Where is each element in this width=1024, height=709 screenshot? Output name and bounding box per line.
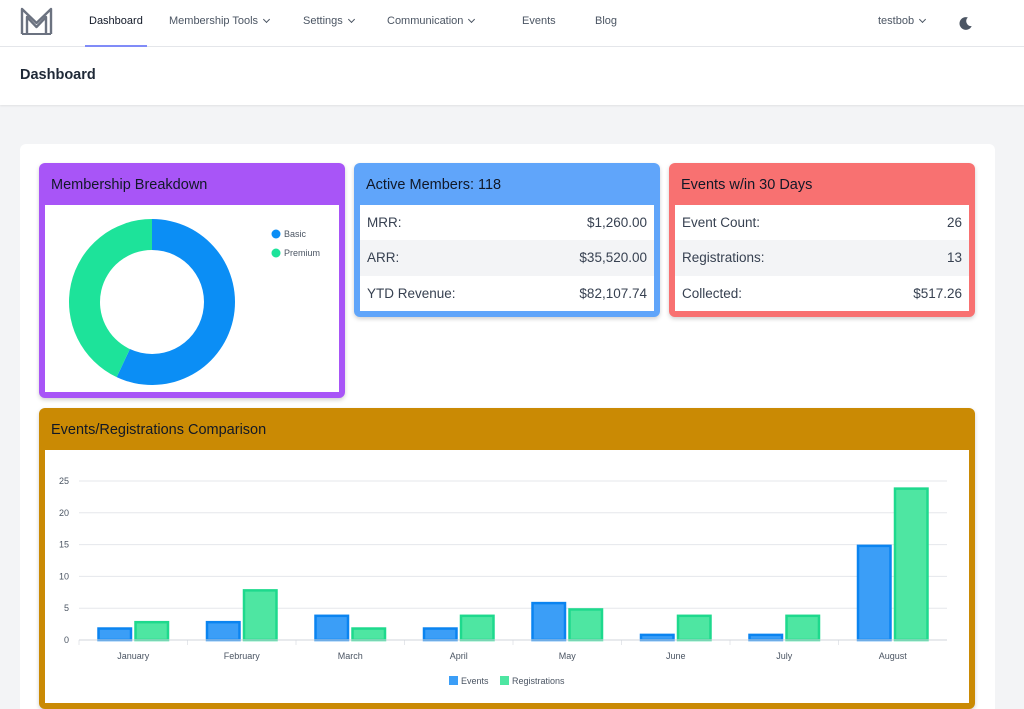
x-tick-label: August — [879, 651, 908, 661]
mrr-value: $1,260.00 — [586, 215, 647, 230]
bar-registrations-july[interactable] — [785, 614, 821, 642]
ytd-revenue-row: YTD Revenue: $82,107.74 — [360, 276, 654, 311]
bar-registrations-august[interactable] — [893, 487, 929, 642]
y-tick-label: 0 — [64, 635, 69, 645]
events-30-days-card: Events w/in 30 Days Event Count: 26 Regi… — [669, 163, 975, 317]
ytd-revenue-label: YTD Revenue: — [367, 285, 456, 301]
bar-registrations-march[interactable] — [351, 627, 387, 642]
nav-settings-label: Settings — [303, 15, 343, 27]
nav-dashboard[interactable]: Dashboard — [85, 0, 147, 47]
registrations-label: Registrations: — [682, 250, 765, 266]
bar-events-january[interactable] — [97, 627, 133, 642]
event-count-row: Event Count: 26 — [675, 205, 969, 240]
x-tick-label: February — [224, 651, 261, 661]
bar-registrations-june[interactable] — [676, 614, 712, 642]
events-registrations-card: Events/Registrations Comparison 0 5 10 15 20… — [39, 408, 975, 709]
legend-premium-label: Premium — [284, 248, 320, 258]
event-count-label: Event Count: — [682, 215, 761, 230]
bar-registrations-january[interactable] — [134, 620, 170, 642]
bar-events-june[interactable] — [639, 633, 675, 642]
arr-label: ARR: — [367, 250, 400, 266]
page-title: Dashboard — [20, 67, 96, 83]
membership-breakdown-title: Membership Breakdown — [51, 177, 208, 193]
user-menu[interactable]: testbob — [878, 0, 927, 47]
nav-dashboard-label: Dashboard — [89, 15, 143, 27]
events-30-days-table: Event Count: 26 Registrations: 13 Collec… — [675, 205, 969, 311]
bar-events-february[interactable] — [205, 620, 241, 642]
registrations-row: Registrations: 13 — [675, 240, 969, 276]
events-registrations-bar-chart: 0 5 10 15 20 25 January February March April May Ju… — [59, 476, 947, 686]
active-members-title: Active Members: 118 — [366, 177, 502, 193]
bar-events-july[interactable] — [748, 633, 784, 642]
bar-events-may[interactable] — [531, 601, 567, 642]
nav-blog[interactable]: Blog — [595, 0, 617, 47]
nav-events-label: Events — [522, 15, 556, 27]
bar-events-august[interactable] — [856, 544, 892, 642]
membership-chart-area: Basic Premium — [45, 205, 339, 392]
chevron-down-icon — [347, 15, 355, 24]
x-tick-label: January — [117, 651, 150, 661]
logo-icon[interactable] — [20, 6, 53, 36]
legend-basic-swatch — [271, 229, 281, 239]
chevron-down-icon — [263, 15, 271, 24]
legend-events-label: Events — [461, 676, 489, 686]
bar-events-april[interactable] — [422, 627, 458, 642]
legend-registrations-label: Registrations — [512, 676, 565, 686]
ytd-revenue-value: $82,107.74 — [579, 285, 647, 301]
top-navbar: Dashboard Membership Tools Settings Comm… — [0, 0, 1024, 47]
y-tick-label: 25 — [59, 476, 69, 486]
x-tick-label: June — [666, 651, 686, 661]
y-tick-label: 20 — [59, 508, 69, 518]
collected-row: Collected: $517.26 — [675, 276, 969, 311]
mrr-row: MRR: $1,260.00 — [360, 205, 654, 240]
membership-breakdown-card: Membership Breakdown Basic Premium — [39, 163, 345, 398]
user-name: testbob — [878, 15, 915, 27]
active-members-card: Active Members: 118 MRR: $1,260.00 ARR: … — [354, 163, 660, 317]
active-underline — [85, 45, 147, 47]
registrations-value: 13 — [946, 250, 962, 266]
chevron-down-icon — [468, 15, 476, 24]
y-tick-label: 10 — [59, 571, 69, 581]
nav-communication-label: Communication — [387, 15, 464, 27]
collected-value: $517.26 — [913, 285, 962, 301]
y-tick-label: 15 — [59, 540, 69, 550]
page-header: Dashboard — [0, 47, 1024, 105]
bar-events-march[interactable] — [314, 614, 350, 642]
mrr-label: MRR: — [367, 215, 402, 230]
nav-settings[interactable]: Settings — [303, 0, 355, 47]
nav-events[interactable]: Events — [522, 0, 556, 47]
comparison-title: Events/Registrations Comparison — [51, 422, 267, 438]
chevron-down-icon — [919, 15, 927, 24]
x-tick-label: April — [450, 651, 468, 661]
events-30-days-title: Events w/in 30 Days — [681, 177, 813, 193]
comparison-chart-area: 0 5 10 15 20 25 January February March April May Ju… — [45, 450, 969, 703]
legend-registrations-swatch — [500, 676, 509, 685]
donut-slice-basic[interactable] — [116, 219, 235, 385]
donut-slice-premium[interactable] — [69, 219, 152, 378]
legend-premium-swatch — [271, 248, 281, 258]
x-tick-label: May — [559, 651, 577, 661]
dark-mode-moon-icon[interactable] — [958, 16, 973, 31]
collected-label: Collected: — [682, 285, 743, 301]
active-members-table: MRR: $1,260.00 ARR: $35,520.00 YTD Reven… — [360, 205, 654, 311]
donut-legend: Basic Premium — [271, 229, 320, 258]
bar-registrations-april[interactable] — [459, 614, 495, 642]
membership-donut-chart: Basic Premium — [69, 219, 320, 385]
x-tick-label: July — [776, 651, 793, 661]
nav-blog-label: Blog — [595, 15, 618, 27]
event-count-value: 26 — [946, 215, 962, 230]
arr-row: ARR: $35,520.00 — [360, 240, 654, 276]
nav-membership-tools[interactable]: Membership Tools — [169, 0, 271, 47]
arr-value: $35,520.00 — [579, 250, 647, 266]
legend-basic-label: Basic — [284, 229, 307, 239]
x-tick-label: March — [338, 651, 363, 661]
legend-events-swatch — [449, 676, 458, 685]
bar-registrations-may[interactable] — [568, 608, 604, 642]
bar-registrations-february[interactable] — [242, 589, 278, 642]
nav-membership-tools-label: Membership Tools — [169, 15, 259, 27]
nav-communication[interactable]: Communication — [387, 0, 476, 47]
y-tick-label: 5 — [64, 603, 69, 613]
